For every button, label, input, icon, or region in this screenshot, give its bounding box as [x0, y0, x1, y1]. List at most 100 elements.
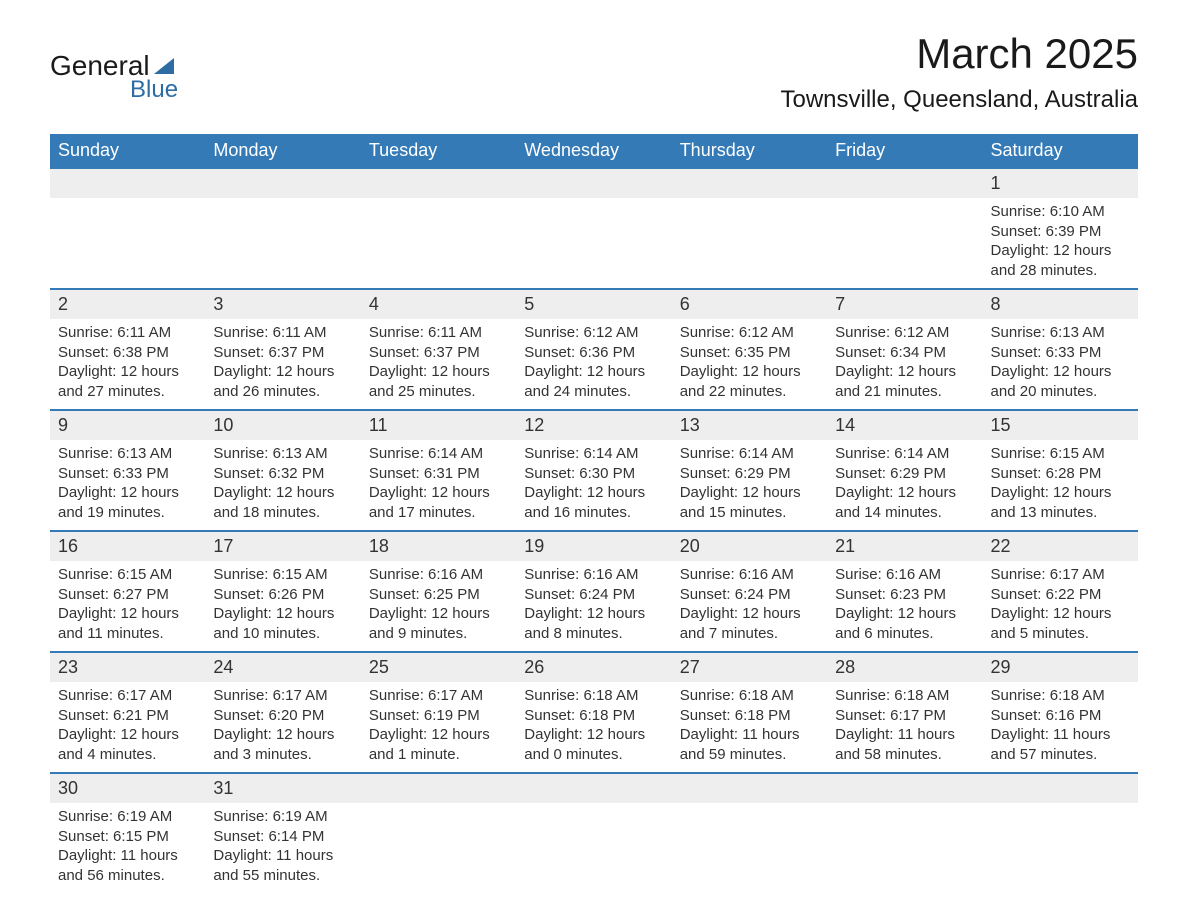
day-content-row: Sunrise: 6:13 AM Sunset: 6:33 PM Dayligh… [50, 440, 1138, 531]
day-number-cell [672, 168, 827, 198]
day-content-row: Sunrise: 6:10 AM Sunset: 6:39 PM Dayligh… [50, 198, 1138, 289]
day-content-cell: Sunrise: 6:19 AM Sunset: 6:15 PM Dayligh… [50, 803, 205, 893]
day-content-cell: Sunrise: 6:11 AM Sunset: 6:37 PM Dayligh… [361, 319, 516, 410]
day-number-cell: 19 [516, 531, 671, 561]
day-number-cell: 29 [983, 652, 1138, 682]
day-content-cell [50, 198, 205, 289]
day-number-row: 2345678 [50, 289, 1138, 319]
day-content-cell: Sunrise: 6:17 AM Sunset: 6:21 PM Dayligh… [50, 682, 205, 773]
day-content-cell [672, 198, 827, 289]
day-content-cell: Sunrise: 6:19 AM Sunset: 6:14 PM Dayligh… [205, 803, 360, 893]
day-number-cell: 23 [50, 652, 205, 682]
logo: General Blue [50, 50, 178, 104]
day-number-cell: 21 [827, 531, 982, 561]
day-content-row: Sunrise: 6:15 AM Sunset: 6:27 PM Dayligh… [50, 561, 1138, 652]
weekday-header: Friday [827, 134, 982, 168]
day-number-cell: 18 [361, 531, 516, 561]
day-content-cell [361, 198, 516, 289]
day-number-cell: 15 [983, 410, 1138, 440]
day-content-cell: Sunrise: 6:15 AM Sunset: 6:26 PM Dayligh… [205, 561, 360, 652]
logo-text-bottom: Blue [130, 76, 178, 104]
day-content-cell: Sunrise: 6:15 AM Sunset: 6:27 PM Dayligh… [50, 561, 205, 652]
day-number-cell: 25 [361, 652, 516, 682]
day-number-cell [516, 168, 671, 198]
day-number-cell: 10 [205, 410, 360, 440]
day-number-cell: 17 [205, 531, 360, 561]
weekday-header: Sunday [50, 134, 205, 168]
day-number-cell: 14 [827, 410, 982, 440]
day-content-cell: Sunrise: 6:17 AM Sunset: 6:22 PM Dayligh… [983, 561, 1138, 652]
day-number-cell: 6 [672, 289, 827, 319]
day-content-cell [672, 803, 827, 893]
day-number-cell: 28 [827, 652, 982, 682]
day-number-cell: 1 [983, 168, 1138, 198]
day-number-cell: 20 [672, 531, 827, 561]
day-number-cell [827, 168, 982, 198]
weekday-header: Monday [205, 134, 360, 168]
day-content-cell [361, 803, 516, 893]
day-number-cell: 26 [516, 652, 671, 682]
day-content-cell: Sunrise: 6:18 AM Sunset: 6:17 PM Dayligh… [827, 682, 982, 773]
page-header: General Blue March 2025 Townsville, Quee… [50, 30, 1138, 114]
day-content-cell: Sunrise: 6:16 AM Sunset: 6:24 PM Dayligh… [516, 561, 671, 652]
day-number-row: 1 [50, 168, 1138, 198]
day-number-cell: 31 [205, 773, 360, 803]
day-number-cell: 24 [205, 652, 360, 682]
month-title: March 2025 [780, 30, 1138, 78]
day-content-cell: Sunrise: 6:16 AM Sunset: 6:24 PM Dayligh… [672, 561, 827, 652]
title-block: March 2025 Townsville, Queensland, Austr… [780, 30, 1138, 114]
day-content-cell: Sunrise: 6:14 AM Sunset: 6:29 PM Dayligh… [827, 440, 982, 531]
day-number-cell [361, 773, 516, 803]
day-number-row: 9101112131415 [50, 410, 1138, 440]
day-content-cell: Sunrise: 6:14 AM Sunset: 6:31 PM Dayligh… [361, 440, 516, 531]
weekday-header: Wednesday [516, 134, 671, 168]
day-content-cell: Sunrise: 6:17 AM Sunset: 6:19 PM Dayligh… [361, 682, 516, 773]
day-number-cell [205, 168, 360, 198]
day-content-cell: Sunrise: 6:13 AM Sunset: 6:33 PM Dayligh… [983, 319, 1138, 410]
day-number-cell: 5 [516, 289, 671, 319]
location-text: Townsville, Queensland, Australia [780, 86, 1138, 114]
day-number-cell [516, 773, 671, 803]
day-number-row: 23242526272829 [50, 652, 1138, 682]
day-content-cell: Sunrise: 6:18 AM Sunset: 6:18 PM Dayligh… [516, 682, 671, 773]
day-number-cell: 3 [205, 289, 360, 319]
day-content-cell: Sunrise: 6:10 AM Sunset: 6:39 PM Dayligh… [983, 198, 1138, 289]
weekday-header: Tuesday [361, 134, 516, 168]
day-number-cell [361, 168, 516, 198]
day-number-row: 3031 [50, 773, 1138, 803]
day-content-cell: Sunrise: 6:12 AM Sunset: 6:34 PM Dayligh… [827, 319, 982, 410]
day-number-cell: 13 [672, 410, 827, 440]
day-content-cell: Sunrise: 6:14 AM Sunset: 6:30 PM Dayligh… [516, 440, 671, 531]
day-content-cell: Sunrise: 6:11 AM Sunset: 6:38 PM Dayligh… [50, 319, 205, 410]
day-content-cell: Sunrise: 6:14 AM Sunset: 6:29 PM Dayligh… [672, 440, 827, 531]
day-content-row: Sunrise: 6:17 AM Sunset: 6:21 PM Dayligh… [50, 682, 1138, 773]
day-number-cell: 30 [50, 773, 205, 803]
logo-triangle-icon [154, 58, 174, 74]
day-content-row: Sunrise: 6:19 AM Sunset: 6:15 PM Dayligh… [50, 803, 1138, 893]
day-number-cell [672, 773, 827, 803]
weekday-header: Saturday [983, 134, 1138, 168]
day-content-cell: Sunrise: 6:13 AM Sunset: 6:33 PM Dayligh… [50, 440, 205, 531]
day-content-cell: Sunrise: 6:13 AM Sunset: 6:32 PM Dayligh… [205, 440, 360, 531]
weekday-header-row: Sunday Monday Tuesday Wednesday Thursday… [50, 134, 1138, 168]
day-content-cell: Sunrise: 6:12 AM Sunset: 6:35 PM Dayligh… [672, 319, 827, 410]
day-content-cell: Surise: 6:16 AM Sunset: 6:23 PM Daylight… [827, 561, 982, 652]
day-content-cell: Sunrise: 6:18 AM Sunset: 6:16 PM Dayligh… [983, 682, 1138, 773]
day-content-cell: Sunrise: 6:17 AM Sunset: 6:20 PM Dayligh… [205, 682, 360, 773]
day-number-cell: 7 [827, 289, 982, 319]
day-number-cell [983, 773, 1138, 803]
day-content-cell [983, 803, 1138, 893]
day-content-cell [205, 198, 360, 289]
day-number-cell: 16 [50, 531, 205, 561]
calendar-body: 1Sunrise: 6:10 AM Sunset: 6:39 PM Daylig… [50, 168, 1138, 893]
day-number-cell: 12 [516, 410, 671, 440]
day-content-cell [516, 803, 671, 893]
day-number-cell: 11 [361, 410, 516, 440]
day-content-cell [827, 198, 982, 289]
weekday-header: Thursday [672, 134, 827, 168]
day-content-row: Sunrise: 6:11 AM Sunset: 6:38 PM Dayligh… [50, 319, 1138, 410]
day-number-cell: 2 [50, 289, 205, 319]
day-content-cell: Sunrise: 6:11 AM Sunset: 6:37 PM Dayligh… [205, 319, 360, 410]
day-number-cell: 8 [983, 289, 1138, 319]
day-number-cell: 4 [361, 289, 516, 319]
